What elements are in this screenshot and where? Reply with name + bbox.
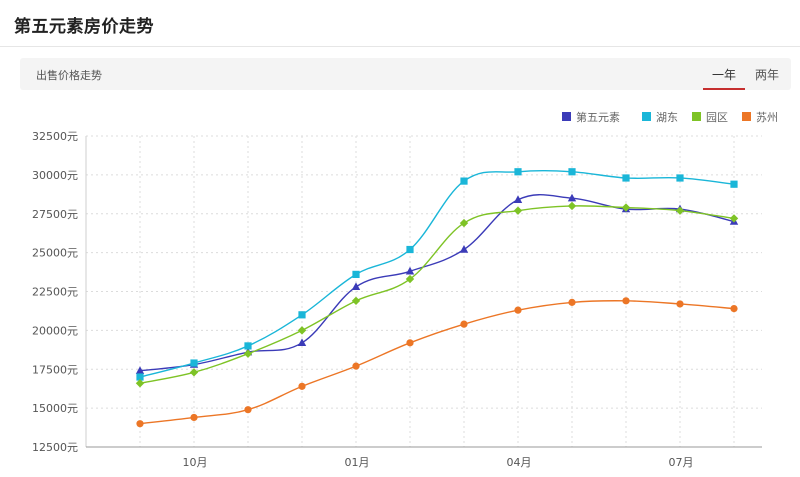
data-point-marker[interactable]	[514, 306, 522, 314]
data-point-marker[interactable]	[136, 373, 144, 381]
data-point-marker[interactable]	[352, 362, 360, 370]
data-point-marker[interactable]	[460, 320, 468, 328]
x-tick-label: 10月	[183, 456, 208, 469]
data-point-marker[interactable]	[406, 245, 414, 254]
data-point-marker[interactable]	[460, 177, 468, 185]
data-point-marker[interactable]	[351, 296, 361, 306]
series-0	[135, 193, 739, 375]
y-tick-label: 30000元	[32, 169, 78, 182]
data-point-marker[interactable]	[730, 305, 738, 313]
data-point-marker[interactable]	[297, 326, 307, 335]
title-divider	[0, 46, 800, 47]
grid	[86, 135, 762, 447]
y-tick-label: 22500元	[32, 286, 78, 299]
axes: 12500元 15000元 17500元 20000元 22500元 25000元 2750…	[32, 130, 762, 469]
legend-item[interactable]: 第五元素	[562, 110, 620, 124]
series-line	[139, 170, 735, 378]
tab-one-year[interactable]: 一年	[712, 68, 737, 82]
data-point-marker[interactable]	[405, 274, 415, 284]
y-tick-label: 27500元	[32, 208, 78, 221]
series-3	[136, 297, 738, 428]
legend[interactable]: 第五元素 湖东 园区 苏州	[562, 110, 778, 124]
x-tick-label: 04月	[507, 456, 532, 469]
legend-item[interactable]: 园区	[692, 111, 728, 124]
legend-label: 第五元素	[576, 110, 620, 124]
data-point-marker[interactable]	[567, 201, 577, 211]
series-line	[139, 300, 735, 425]
data-point-marker[interactable]	[136, 420, 144, 428]
page-title: 第五元素房价走势	[14, 17, 154, 37]
legend-swatch	[562, 112, 571, 121]
data-point-marker[interactable]	[730, 180, 738, 188]
data-point-marker[interactable]	[190, 413, 198, 422]
data-point-marker[interactable]	[568, 298, 576, 306]
series-1	[136, 168, 738, 381]
data-point-marker[interactable]	[622, 297, 630, 305]
data-point-marker[interactable]	[675, 206, 685, 215]
active-tab-indicator	[703, 88, 745, 90]
legend-item[interactable]: 苏州	[742, 111, 778, 124]
data-point-marker[interactable]	[567, 193, 577, 202]
data-point-marker[interactable]	[622, 174, 630, 182]
y-tick-label: 15000元	[32, 402, 78, 415]
data-point-marker[interactable]	[298, 311, 306, 319]
legend-label: 园区	[706, 111, 728, 124]
data-point-marker[interactable]	[135, 366, 145, 375]
legend-label: 湖东	[656, 111, 678, 124]
data-point-marker[interactable]	[297, 338, 307, 347]
data-point-marker[interactable]	[729, 214, 739, 223]
y-tick-label: 32500元	[32, 130, 78, 143]
legend-item[interactable]: 湖东	[642, 111, 678, 124]
legend-swatch	[692, 112, 701, 121]
x-tick-label: 01月	[345, 456, 370, 469]
data-point-marker[interactable]	[459, 218, 469, 228]
data-point-marker[interactable]	[406, 339, 414, 347]
data-point-marker[interactable]	[298, 382, 306, 390]
data-point-marker[interactable]	[459, 245, 469, 253]
y-tick-label: 20000元	[32, 324, 78, 337]
data-point-marker[interactable]	[514, 168, 522, 176]
data-point-marker[interactable]	[244, 406, 252, 414]
legend-swatch	[742, 112, 751, 121]
data-point-marker[interactable]	[513, 195, 523, 203]
series-lines	[135, 168, 739, 428]
data-point-marker[interactable]	[190, 359, 198, 367]
data-point-marker[interactable]	[405, 266, 415, 275]
y-tick-label: 17500元	[32, 363, 78, 376]
series-line	[139, 194, 735, 372]
data-point-marker[interactable]	[189, 368, 199, 377]
data-point-marker[interactable]	[568, 168, 576, 176]
data-point-marker[interactable]	[135, 379, 145, 388]
data-point-marker[interactable]	[676, 174, 684, 182]
price-trend-label: 出售价格走势	[36, 69, 102, 82]
y-tick-label: 12500元	[32, 441, 78, 454]
price-trend-bar: 出售价格走势 一年 两年	[20, 58, 791, 90]
data-point-marker[interactable]	[244, 342, 252, 350]
data-point-marker[interactable]	[513, 206, 523, 215]
data-point-marker[interactable]	[621, 203, 631, 212]
series-2	[135, 201, 739, 388]
legend-swatch	[642, 112, 651, 121]
data-point-marker[interactable]	[676, 300, 684, 308]
x-tick-label: 07月	[669, 456, 694, 469]
legend-label: 苏州	[756, 111, 778, 124]
tab-two-years[interactable]: 两年	[755, 68, 780, 82]
data-point-marker[interactable]	[351, 282, 361, 291]
data-point-marker[interactable]	[352, 270, 360, 278]
data-point-marker[interactable]	[243, 349, 253, 358]
y-tick-label: 25000元	[32, 247, 78, 260]
